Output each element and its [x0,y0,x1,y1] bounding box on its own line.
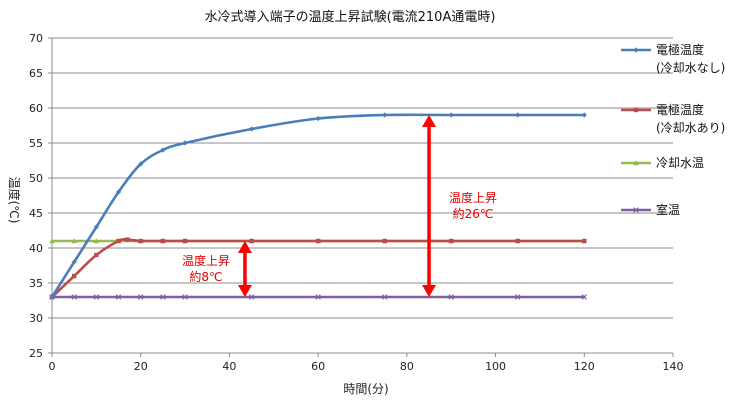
series-1 [49,112,587,300]
legend-label: 冷却水温 [656,156,704,170]
y-tick-label: 35 [29,277,43,290]
y-tick-label: 40 [29,242,43,255]
annotation-label: 温度上昇約8℃ [182,253,230,284]
legend-marker [633,160,639,166]
y-tick-label: 50 [29,172,43,185]
y-tick-label: 65 [29,67,43,80]
data-point [448,294,454,300]
data-point [515,294,521,300]
data-point [315,294,321,300]
x-axis-title: 時間(分) [343,382,388,396]
data-point [138,238,143,244]
x-tick-label: 20 [134,360,148,373]
grid-layer [52,37,673,319]
y-tick-label: 30 [29,312,43,325]
data-point [137,294,144,300]
data-point [93,238,100,244]
data-point [71,238,77,244]
data-point [160,238,166,244]
x-tick-label: 0 [49,360,56,373]
annotation-label: 温度上昇約26℃ [449,190,497,221]
data-point [49,238,55,244]
annotation-arrow-head [237,241,252,253]
data-point [138,161,144,167]
data-point [71,273,77,279]
data-point [448,112,454,118]
annotation-2: 温度上昇約26℃ [422,115,497,297]
x-tick-label: 140 [663,360,684,373]
data-point [581,294,588,300]
y-axis-title: 温度(℃) [7,177,22,224]
legend-marker [633,107,639,113]
data-point [182,294,188,300]
data-point [115,294,122,300]
data-point [449,238,454,244]
data-point [71,259,77,265]
data-point [248,294,255,300]
data-point [182,238,188,244]
data-point [182,140,188,146]
data-point [382,112,388,118]
axes-layer [51,38,673,354]
data-point [71,294,77,300]
annotation-layer: 温度上昇約8℃ 温度上昇約26℃ [182,115,497,297]
data-point [115,189,122,195]
data-point [582,238,587,244]
x-tick-label: 100 [485,360,506,373]
x-tick-label: 80 [400,360,414,373]
data-point [381,294,388,300]
series-2 [49,237,587,300]
legend-item-1: 電極温度(冷却水なし) [621,42,725,75]
x-tick-label: 40 [222,360,236,373]
data-point [515,112,521,118]
x-tick-label: 120 [574,360,595,373]
data-point [515,238,520,244]
legend-label: 電極温度(冷却水あり) [656,102,725,135]
data-point [94,252,99,258]
data-point [49,294,55,300]
legend-item-3: 冷却水温 [621,156,704,170]
annotation-arrow-head [422,115,437,127]
y-tick-label: 60 [29,102,43,115]
legend-marker [633,207,639,213]
y-tick-label: 70 [29,32,43,45]
x-tick-label: 60 [311,360,325,373]
data-point [249,126,255,132]
y-tick-label: 25 [29,347,43,360]
data-point [116,238,121,244]
data-point [160,294,166,300]
data-point [382,238,387,244]
ticks-layer: 25 30 35 40 45 50 55 60 65 70 0 20 40 60 80 100 120 140 [29,32,684,373]
legend-marker [633,47,639,53]
annotation-arrow-head [422,285,437,297]
series-layer [49,112,588,300]
data-point [160,147,166,153]
data-point [581,112,587,118]
data-point [93,294,100,300]
data-point [315,115,321,122]
data-point [249,238,254,244]
annotation-arrow-head [237,285,252,297]
data-point [315,238,321,244]
legend-label: 電極温度(冷却水なし) [656,42,725,75]
legend-label: 室温 [656,202,680,217]
series-4 [49,294,588,300]
y-tick-label: 45 [29,207,43,220]
legend-item-4: 室温 [621,202,680,217]
legend-item-2: 電極温度(冷却水あり) [621,102,725,135]
data-point [93,224,99,230]
y-tick-label: 55 [29,137,43,150]
chart-title: 水冷式導入端子の温度上昇試験(電流210A通電時) [205,9,496,25]
data-point [125,237,130,242]
annotation-1: 温度上昇約8℃ [182,241,252,297]
series-line [50,113,586,299]
